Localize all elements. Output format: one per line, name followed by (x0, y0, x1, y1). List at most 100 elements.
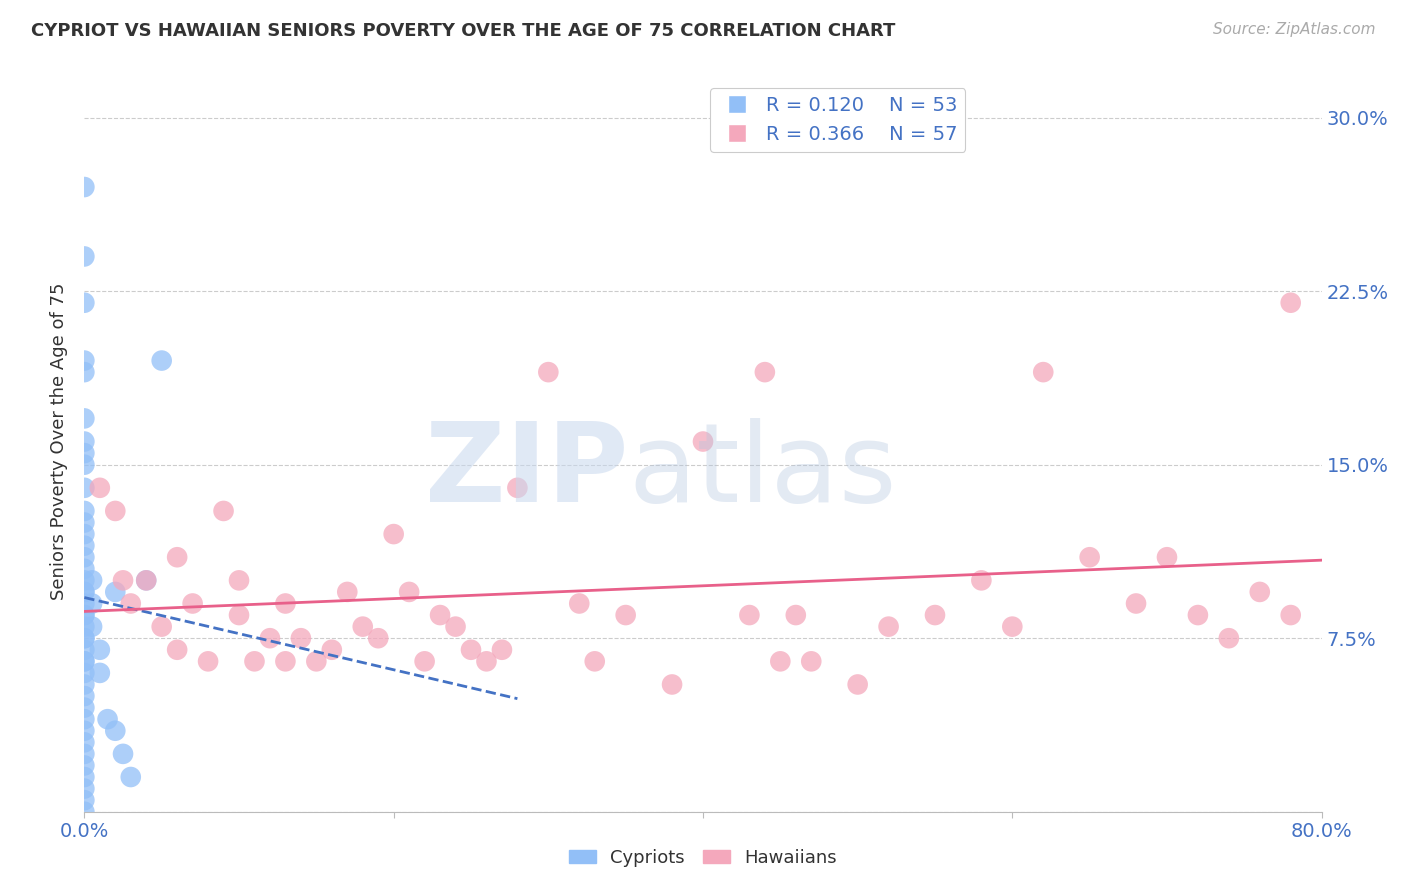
Point (73, 665, 96, 680)
Point (769, 654, 792, 668)
Point (89, 642, 111, 657)
Point (73, 458, 96, 472)
Text: atlas: atlas (628, 417, 897, 524)
Point (73, 723, 96, 738)
Point (398, 585, 420, 599)
Point (382, 527, 405, 541)
Point (73, 539, 96, 553)
Point (73, 562, 96, 576)
Point (877, 619, 900, 633)
Point (73, 550, 96, 565)
Point (73, 770, 96, 784)
Point (166, 642, 188, 657)
Point (321, 642, 343, 657)
Point (583, 654, 606, 668)
Point (1187, 608, 1209, 623)
Point (367, 631, 389, 645)
Point (82, 619, 104, 633)
Point (73, 597, 96, 611)
Point (104, 723, 127, 738)
Point (135, 574, 157, 588)
Point (228, 608, 250, 623)
Point (73, 642, 96, 657)
Point (692, 434, 714, 449)
Point (89, 665, 111, 680)
Point (212, 504, 235, 518)
Point (73, 712, 96, 726)
Y-axis label: Seniors Poverty Over the Age of 75: Seniors Poverty Over the Age of 75 (51, 283, 69, 600)
Text: CYPRIOT VS HAWAIIAN SENIORS POVERTY OVER THE AGE OF 75 CORRELATION CHART: CYPRIOT VS HAWAIIAN SENIORS POVERTY OVER… (31, 22, 896, 40)
Legend: Cypriots, Hawaiians: Cypriots, Hawaiians (561, 842, 845, 874)
Point (738, 608, 761, 623)
Point (274, 597, 297, 611)
Point (1218, 631, 1240, 645)
Point (150, 619, 173, 633)
Point (73, 677, 96, 691)
Point (73, 700, 96, 714)
Point (181, 597, 204, 611)
Point (73, 689, 96, 703)
Point (73, 735, 96, 749)
Point (73, 446, 96, 460)
Point (1156, 550, 1178, 565)
Point (73, 365, 96, 379)
Point (73, 805, 96, 819)
Point (73, 747, 96, 761)
Point (73, 180, 96, 194)
Text: ZIP: ZIP (426, 417, 628, 524)
Point (73, 631, 96, 645)
Point (800, 654, 823, 668)
Point (73, 353, 96, 368)
Point (73, 527, 96, 541)
Point (112, 574, 135, 588)
Point (73, 654, 96, 668)
Point (785, 608, 807, 623)
Point (352, 619, 374, 633)
Point (82, 574, 104, 588)
Point (460, 642, 482, 657)
Point (1078, 550, 1101, 565)
Point (1125, 597, 1147, 611)
Point (1249, 585, 1271, 599)
Point (228, 574, 250, 588)
Point (73, 250, 96, 264)
Point (1279, 295, 1302, 310)
Point (120, 597, 142, 611)
Point (120, 770, 142, 784)
Point (506, 481, 529, 495)
Point (537, 365, 560, 379)
Point (150, 353, 173, 368)
Point (135, 574, 157, 588)
Point (73, 411, 96, 425)
Point (661, 677, 683, 691)
Point (73, 758, 96, 772)
Text: Source: ZipAtlas.com: Source: ZipAtlas.com (1212, 22, 1375, 37)
Point (96, 712, 118, 726)
Point (104, 585, 127, 599)
Legend: R = 0.120    N = 53, R = 0.366    N = 57: R = 0.120 N = 53, R = 0.366 N = 57 (710, 88, 966, 152)
Point (444, 619, 467, 633)
Point (73, 504, 96, 518)
Point (73, 585, 96, 599)
Point (305, 654, 328, 668)
Point (274, 654, 297, 668)
Point (290, 631, 312, 645)
Point (73, 516, 96, 530)
Point (104, 504, 127, 518)
Point (82, 597, 104, 611)
Point (73, 574, 96, 588)
Point (73, 793, 96, 807)
Point (197, 654, 219, 668)
Point (73, 434, 96, 449)
Point (1032, 365, 1054, 379)
Point (112, 747, 135, 761)
Point (166, 550, 188, 565)
Point (491, 642, 513, 657)
Point (259, 631, 281, 645)
Point (413, 654, 436, 668)
Point (970, 574, 993, 588)
Point (429, 608, 451, 623)
Point (568, 597, 591, 611)
Point (846, 677, 869, 691)
Point (475, 654, 498, 668)
